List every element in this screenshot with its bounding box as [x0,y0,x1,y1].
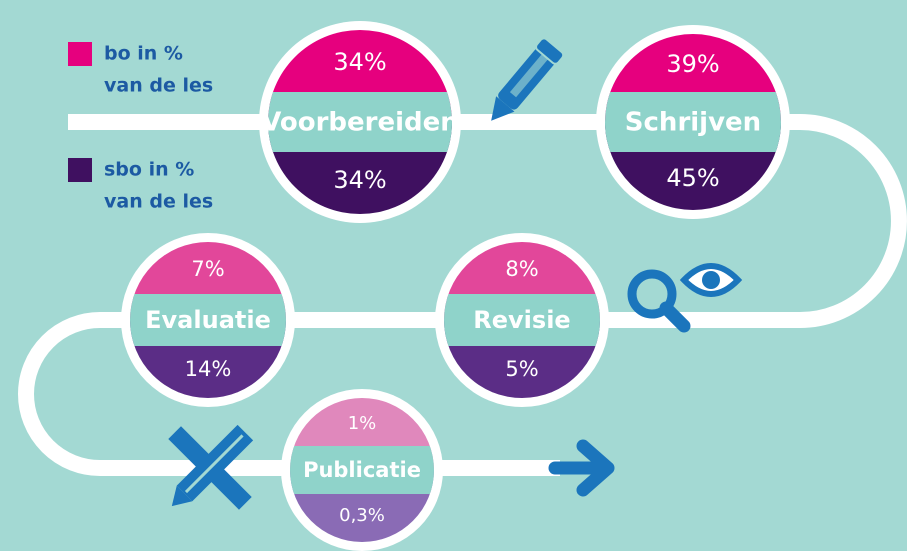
name-band [290,446,434,494]
name-band [130,294,286,346]
bo-percent: 39% [666,50,719,78]
legend-label: bo in % [104,43,183,65]
legend-swatch [68,42,92,66]
bo-percent: 1% [348,413,377,434]
stage-name: Publicatie [303,458,421,482]
sbo-percent: 0,3% [339,505,385,526]
magnifier-icon [627,269,691,333]
name-band [444,294,600,346]
stage: Voorbereiden 34% 34% [259,21,461,223]
sbo-percent: 5% [505,357,538,381]
name-band [605,92,781,152]
stage: Evaluatie 7% 14% [121,233,295,407]
stage: Schrijven 39% 45% [596,25,790,219]
legend-label: sbo in % [104,159,194,181]
stage-name: Evaluatie [145,306,271,334]
bo-percent: 7% [191,257,224,281]
pen-icon [491,37,565,121]
stage: Publicatie 1% 0,3% [281,389,443,551]
stage: Revisie 8% 5% [435,233,609,407]
sbo-percent: 45% [666,164,719,192]
name-band [268,92,452,152]
stage-name: Revisie [473,306,570,334]
legend-swatch [68,158,92,182]
eye-icon [679,263,743,297]
ruler-pencil-icon [168,424,254,510]
arrow [548,439,615,497]
bo-percent: 8% [505,257,538,281]
stage-name: Schrijven [625,108,761,138]
road [18,114,907,476]
stage-fill [290,398,434,542]
legend: bo in % van de les sbo in % van de les [68,42,213,213]
legend-label: van de les [104,75,213,97]
bo-percent: 34% [333,48,386,76]
sbo-percent: 14% [185,357,232,381]
legend-label: van de les [104,191,213,213]
stage-name: Voorbereiden [261,108,459,138]
stages: Voorbereiden 34% 34% Schrijven 39% 45% Evaluat… [121,21,790,551]
sbo-percent: 34% [333,166,386,194]
